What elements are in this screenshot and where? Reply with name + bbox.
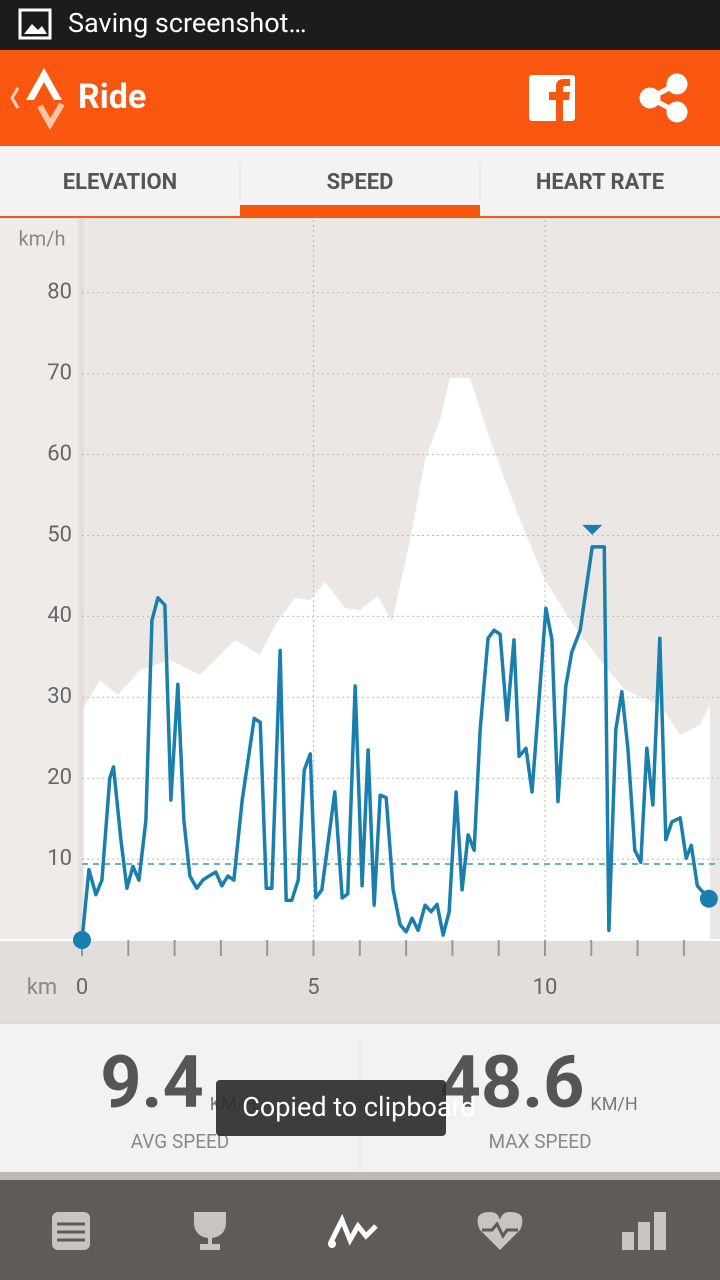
nav-stats[interactable] xyxy=(622,1212,666,1250)
x-tick-label: 5 xyxy=(307,975,319,1000)
logo xyxy=(37,102,65,130)
elevation-background xyxy=(82,378,710,940)
nav-analysis-dot xyxy=(328,1240,336,1248)
toast xyxy=(216,1080,446,1136)
app-bar xyxy=(0,50,720,146)
screenshot-icon xyxy=(18,8,52,40)
stat-label: AVG SPEED xyxy=(131,1130,230,1153)
back-arrow[interactable] xyxy=(10,87,20,109)
facebook-glyph xyxy=(549,79,570,121)
end-point xyxy=(699,889,718,908)
stat-value: 9.4 xyxy=(100,1040,204,1125)
status-text: Saving screenshot… xyxy=(68,7,307,39)
plot-shadow xyxy=(78,218,84,940)
y-tick-label: 70 xyxy=(47,361,72,386)
start-point xyxy=(73,931,91,949)
screenshot-icon-glyph xyxy=(24,24,47,34)
nav-overview-lines xyxy=(57,1222,85,1242)
nav-achievements[interactable] xyxy=(194,1212,226,1250)
nav-analysis[interactable] xyxy=(327,1213,378,1246)
stat-label: MAX SPEED xyxy=(488,1130,591,1153)
stat-value: 48.6 xyxy=(440,1040,585,1125)
x-tick-label: 10 xyxy=(533,975,558,1000)
tab-indicator xyxy=(240,205,480,217)
y-tick-label: 60 xyxy=(47,441,72,466)
tab[interactable]: SPEED xyxy=(327,170,394,195)
y-tick-label: 10 xyxy=(47,846,72,871)
share-button[interactable] xyxy=(639,73,688,123)
stat-unit: KM/H xyxy=(590,1094,637,1115)
logo xyxy=(26,68,62,100)
nav-heart-line xyxy=(482,1221,518,1239)
tab[interactable]: ELEVATION xyxy=(63,170,177,195)
y-tick-label: 40 xyxy=(47,603,72,628)
y-tick-label: 50 xyxy=(47,522,72,547)
y-axis-label: km/h xyxy=(19,226,66,250)
toast-text: Copied to clipboard xyxy=(242,1091,475,1123)
y-tick-label: 30 xyxy=(47,684,72,709)
app-title: Ride xyxy=(78,77,146,117)
max-marker xyxy=(582,524,603,535)
nav-shadow xyxy=(0,1172,720,1180)
y-tick-label: 20 xyxy=(47,765,72,790)
x-axis-label: km xyxy=(27,975,57,1000)
speed-line xyxy=(80,545,711,941)
x-tick-label: 0 xyxy=(76,975,88,1000)
status-bar xyxy=(0,0,720,50)
tab[interactable]: HEART RATE xyxy=(536,170,664,195)
y-tick-label: 80 xyxy=(47,280,72,305)
